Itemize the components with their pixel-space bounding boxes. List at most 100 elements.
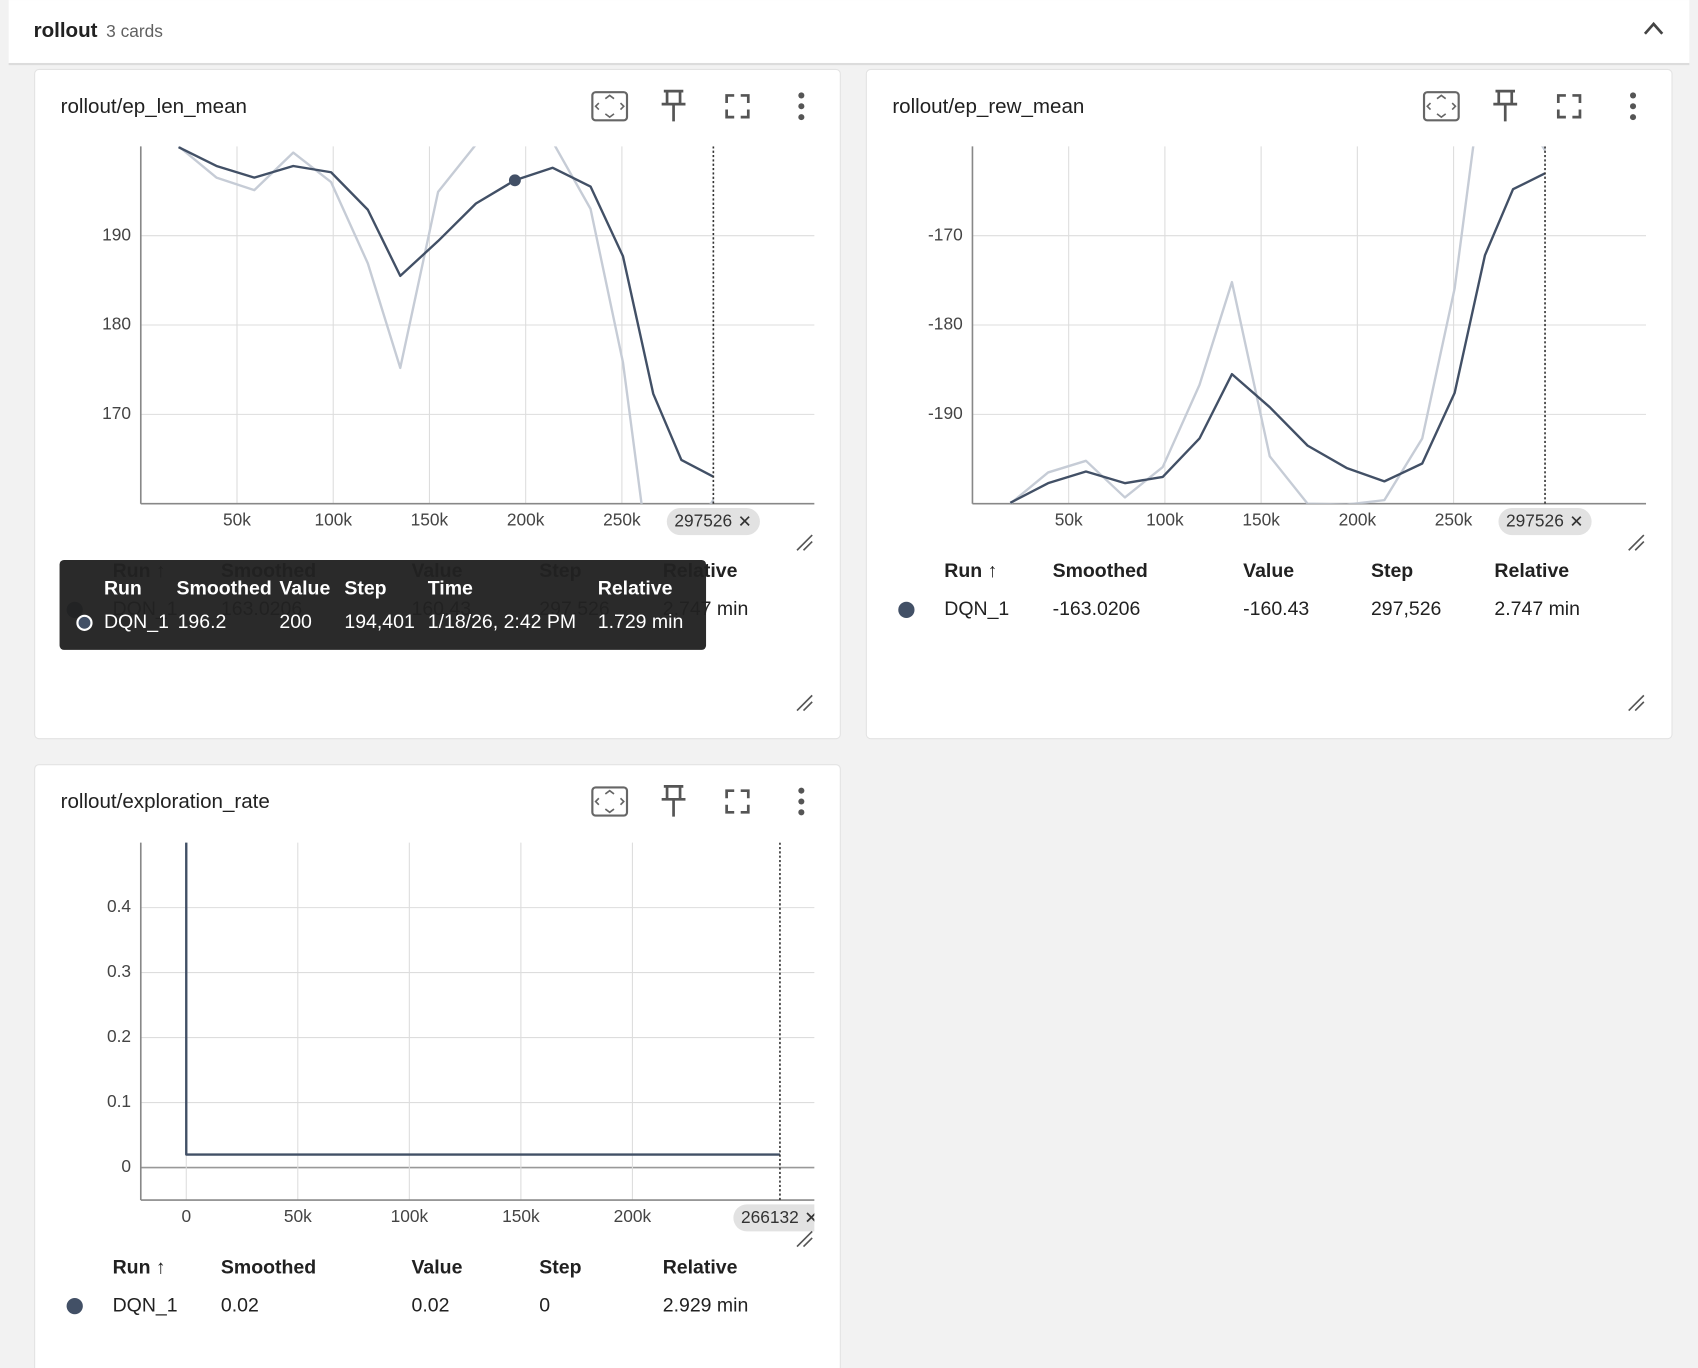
run-color	[898, 601, 915, 618]
table-header: Relative	[1494, 560, 1569, 582]
table-cell: DQN_1	[113, 1294, 178, 1316]
y-tick-label: 0.4	[107, 896, 131, 916]
tooltip-header: Relative	[598, 577, 673, 599]
x-tick-label: 0	[181, 1206, 191, 1226]
card	[865, 68, 1673, 740]
table-cell: 2.929 min	[663, 1294, 749, 1316]
step-badge[interactable]: 297526	[1498, 508, 1592, 536]
section-title: rollout	[34, 19, 98, 42]
table-header: Run ↑	[113, 1256, 166, 1278]
table-header: Value	[1243, 560, 1294, 582]
card	[34, 764, 841, 1368]
fullscreen-button[interactable]	[1556, 94, 1582, 119]
y-tick-label: -170	[928, 224, 963, 244]
x-tick-label: 100k	[314, 510, 352, 530]
card-toolbar	[591, 784, 805, 817]
x-tick-label: 150k	[411, 510, 449, 530]
collapse-button[interactable]	[1643, 21, 1664, 35]
fullscreen-button[interactable]	[725, 789, 750, 814]
table-cell: 0	[539, 1294, 550, 1316]
line-series	[178, 146, 714, 478]
pin-button[interactable]	[661, 89, 686, 122]
badge-close	[1571, 516, 1582, 526]
tooltip-cell: 1/18/26, 2:42 PM	[428, 611, 576, 633]
x-tick-label: 200k	[614, 1206, 652, 1226]
x-tick-label: 150k	[1242, 510, 1280, 530]
icon	[725, 789, 750, 814]
more-button[interactable]	[798, 787, 805, 816]
plot-area	[177, 146, 715, 504]
icon	[1556, 94, 1582, 119]
resize-handle[interactable]	[1628, 694, 1645, 712]
table-cell: 297,526	[1371, 598, 1441, 620]
table-cell: 0.02	[412, 1294, 450, 1316]
y-tick-label: -190	[928, 403, 963, 423]
resize-handle[interactable]	[796, 694, 813, 712]
fit-domain-button[interactable]	[1422, 91, 1460, 122]
icon	[798, 809, 805, 816]
y-tick-label: 0.2	[107, 1026, 131, 1046]
table-cell: 2.747 min	[1494, 598, 1580, 620]
tooltip: Run Smoothed Value Step Time Relative DQN_1 196…	[59, 560, 707, 650]
fit-domain-button[interactable]	[591, 786, 629, 817]
y-tick-label: 0	[121, 1156, 131, 1176]
icon	[1629, 114, 1637, 121]
x-tick-label: 200k	[507, 510, 545, 530]
section-count: 3 cards	[106, 21, 163, 41]
icon	[591, 786, 629, 817]
icon	[1426, 94, 1457, 119]
tooltip-header: Step	[344, 577, 386, 599]
card-title: rollout/exploration_rate	[61, 790, 270, 813]
x-tick-label: 50k	[1055, 510, 1083, 530]
badge-bg	[666, 508, 760, 536]
plot-area	[1009, 146, 1547, 504]
y-tick-label: 170	[102, 403, 131, 423]
y-tick-label: 190	[102, 224, 131, 244]
x-tick-label: 50k	[223, 510, 251, 530]
badge-close	[739, 516, 750, 526]
step-badge[interactable]: 266132	[733, 1204, 826, 1232]
icon	[661, 784, 686, 817]
line-series	[185, 842, 780, 1156]
x-tick-label: 50k	[284, 1206, 312, 1226]
plot-area	[185, 842, 781, 1201]
more-button[interactable]	[1629, 92, 1637, 121]
y-tick-label: 0.1	[107, 1091, 131, 1111]
x-tick-label: 250k	[603, 510, 641, 530]
badge-label: 266132	[741, 1207, 799, 1227]
pin-button[interactable]	[661, 784, 686, 817]
y-tick-label: 180	[102, 314, 131, 334]
more-button[interactable]	[798, 92, 805, 121]
y-tick-label: 0.3	[107, 961, 131, 981]
tooltip-cell: 196.2	[178, 611, 227, 633]
fit-domain-button[interactable]	[591, 91, 629, 122]
icon	[725, 94, 750, 119]
x-tick-label: 100k	[391, 1206, 429, 1226]
table-header: Relative	[663, 1256, 738, 1278]
step-badge[interactable]: 297526	[666, 508, 760, 536]
resize-handle[interactable]	[796, 534, 813, 551]
table-cell: -160.43	[1243, 598, 1309, 620]
resize-handle[interactable]	[796, 1230, 813, 1248]
fullscreen-button[interactable]	[725, 94, 750, 119]
card-toolbar	[1422, 89, 1637, 122]
table-header: Step	[1371, 560, 1413, 582]
card-title: rollout/ep_len_mean	[61, 95, 247, 118]
icon	[1629, 103, 1637, 110]
tooltip-cell: 194,401	[344, 611, 414, 633]
table-header: Run ↑	[944, 560, 997, 582]
section-header	[8, 0, 1690, 63]
icon	[798, 103, 805, 110]
badge-bg	[733, 1204, 815, 1232]
resize-handle[interactable]	[1628, 534, 1645, 551]
tooltip-run-color	[76, 614, 93, 631]
table-header: Smoothed	[1053, 560, 1148, 582]
card-toolbar	[591, 89, 805, 122]
pin-button[interactable]	[1493, 89, 1518, 122]
icon	[798, 92, 805, 99]
icon	[594, 789, 625, 814]
icon	[798, 787, 805, 794]
x-tick-label: 200k	[1339, 510, 1377, 530]
